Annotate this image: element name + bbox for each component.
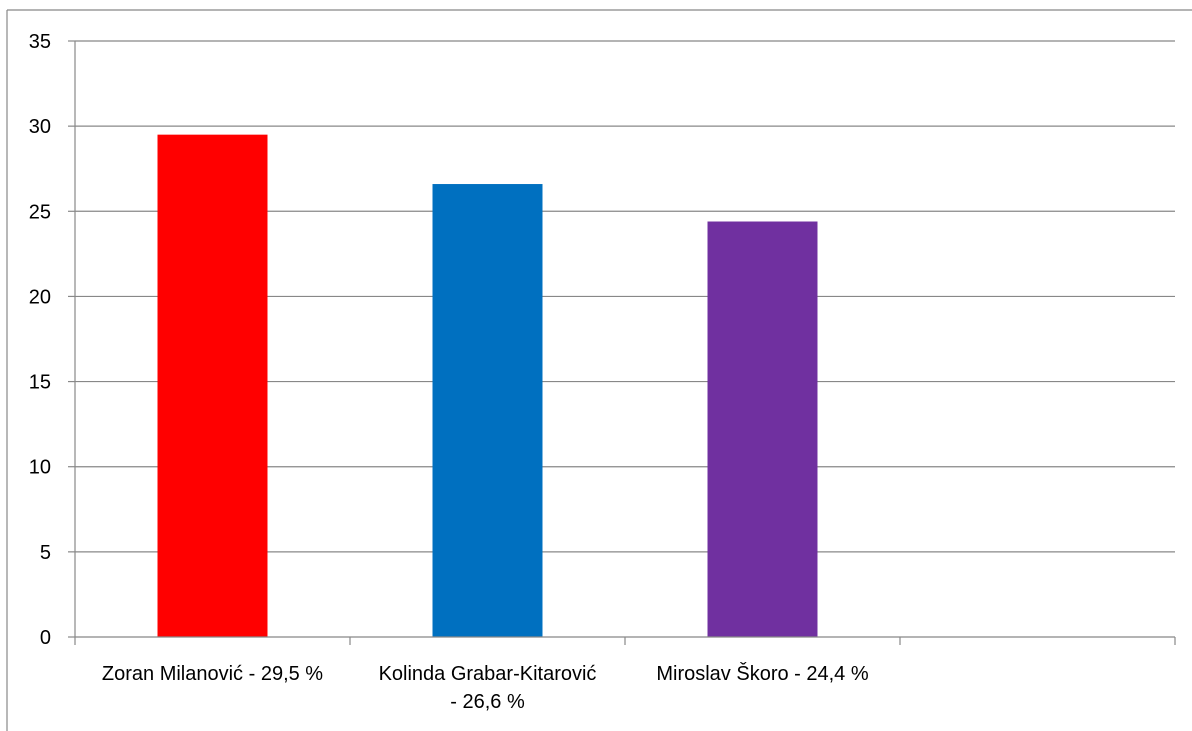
x-category-label: Kolinda Grabar-Kitarović [379,663,597,685]
x-category-label: - 26,6 % [450,691,525,713]
bar-0 [157,134,268,637]
axes [68,40,1176,645]
axis-labels: 0 5 10 15 20 25 30 35 Zoran Milanović - 29,5 % Ko… [29,31,869,713]
y-tick-label: 20 [29,286,51,308]
y-tick-label: 10 [29,457,51,479]
bars [157,134,818,638]
bar-2 [707,221,818,637]
x-category-label: Miroslav Škoro - 24,4 % [656,662,869,685]
y-tick-label: 35 [29,31,51,53]
y-tick-label: 15 [29,372,51,394]
y-tick-label: 5 [40,542,51,564]
y-tick-label: 25 [29,201,51,223]
bar-1 [432,184,543,638]
y-tick-label: 30 [29,116,51,138]
x-category-label: Zoran Milanović - 29,5 % [102,663,323,685]
y-tick-label: 0 [40,627,51,649]
